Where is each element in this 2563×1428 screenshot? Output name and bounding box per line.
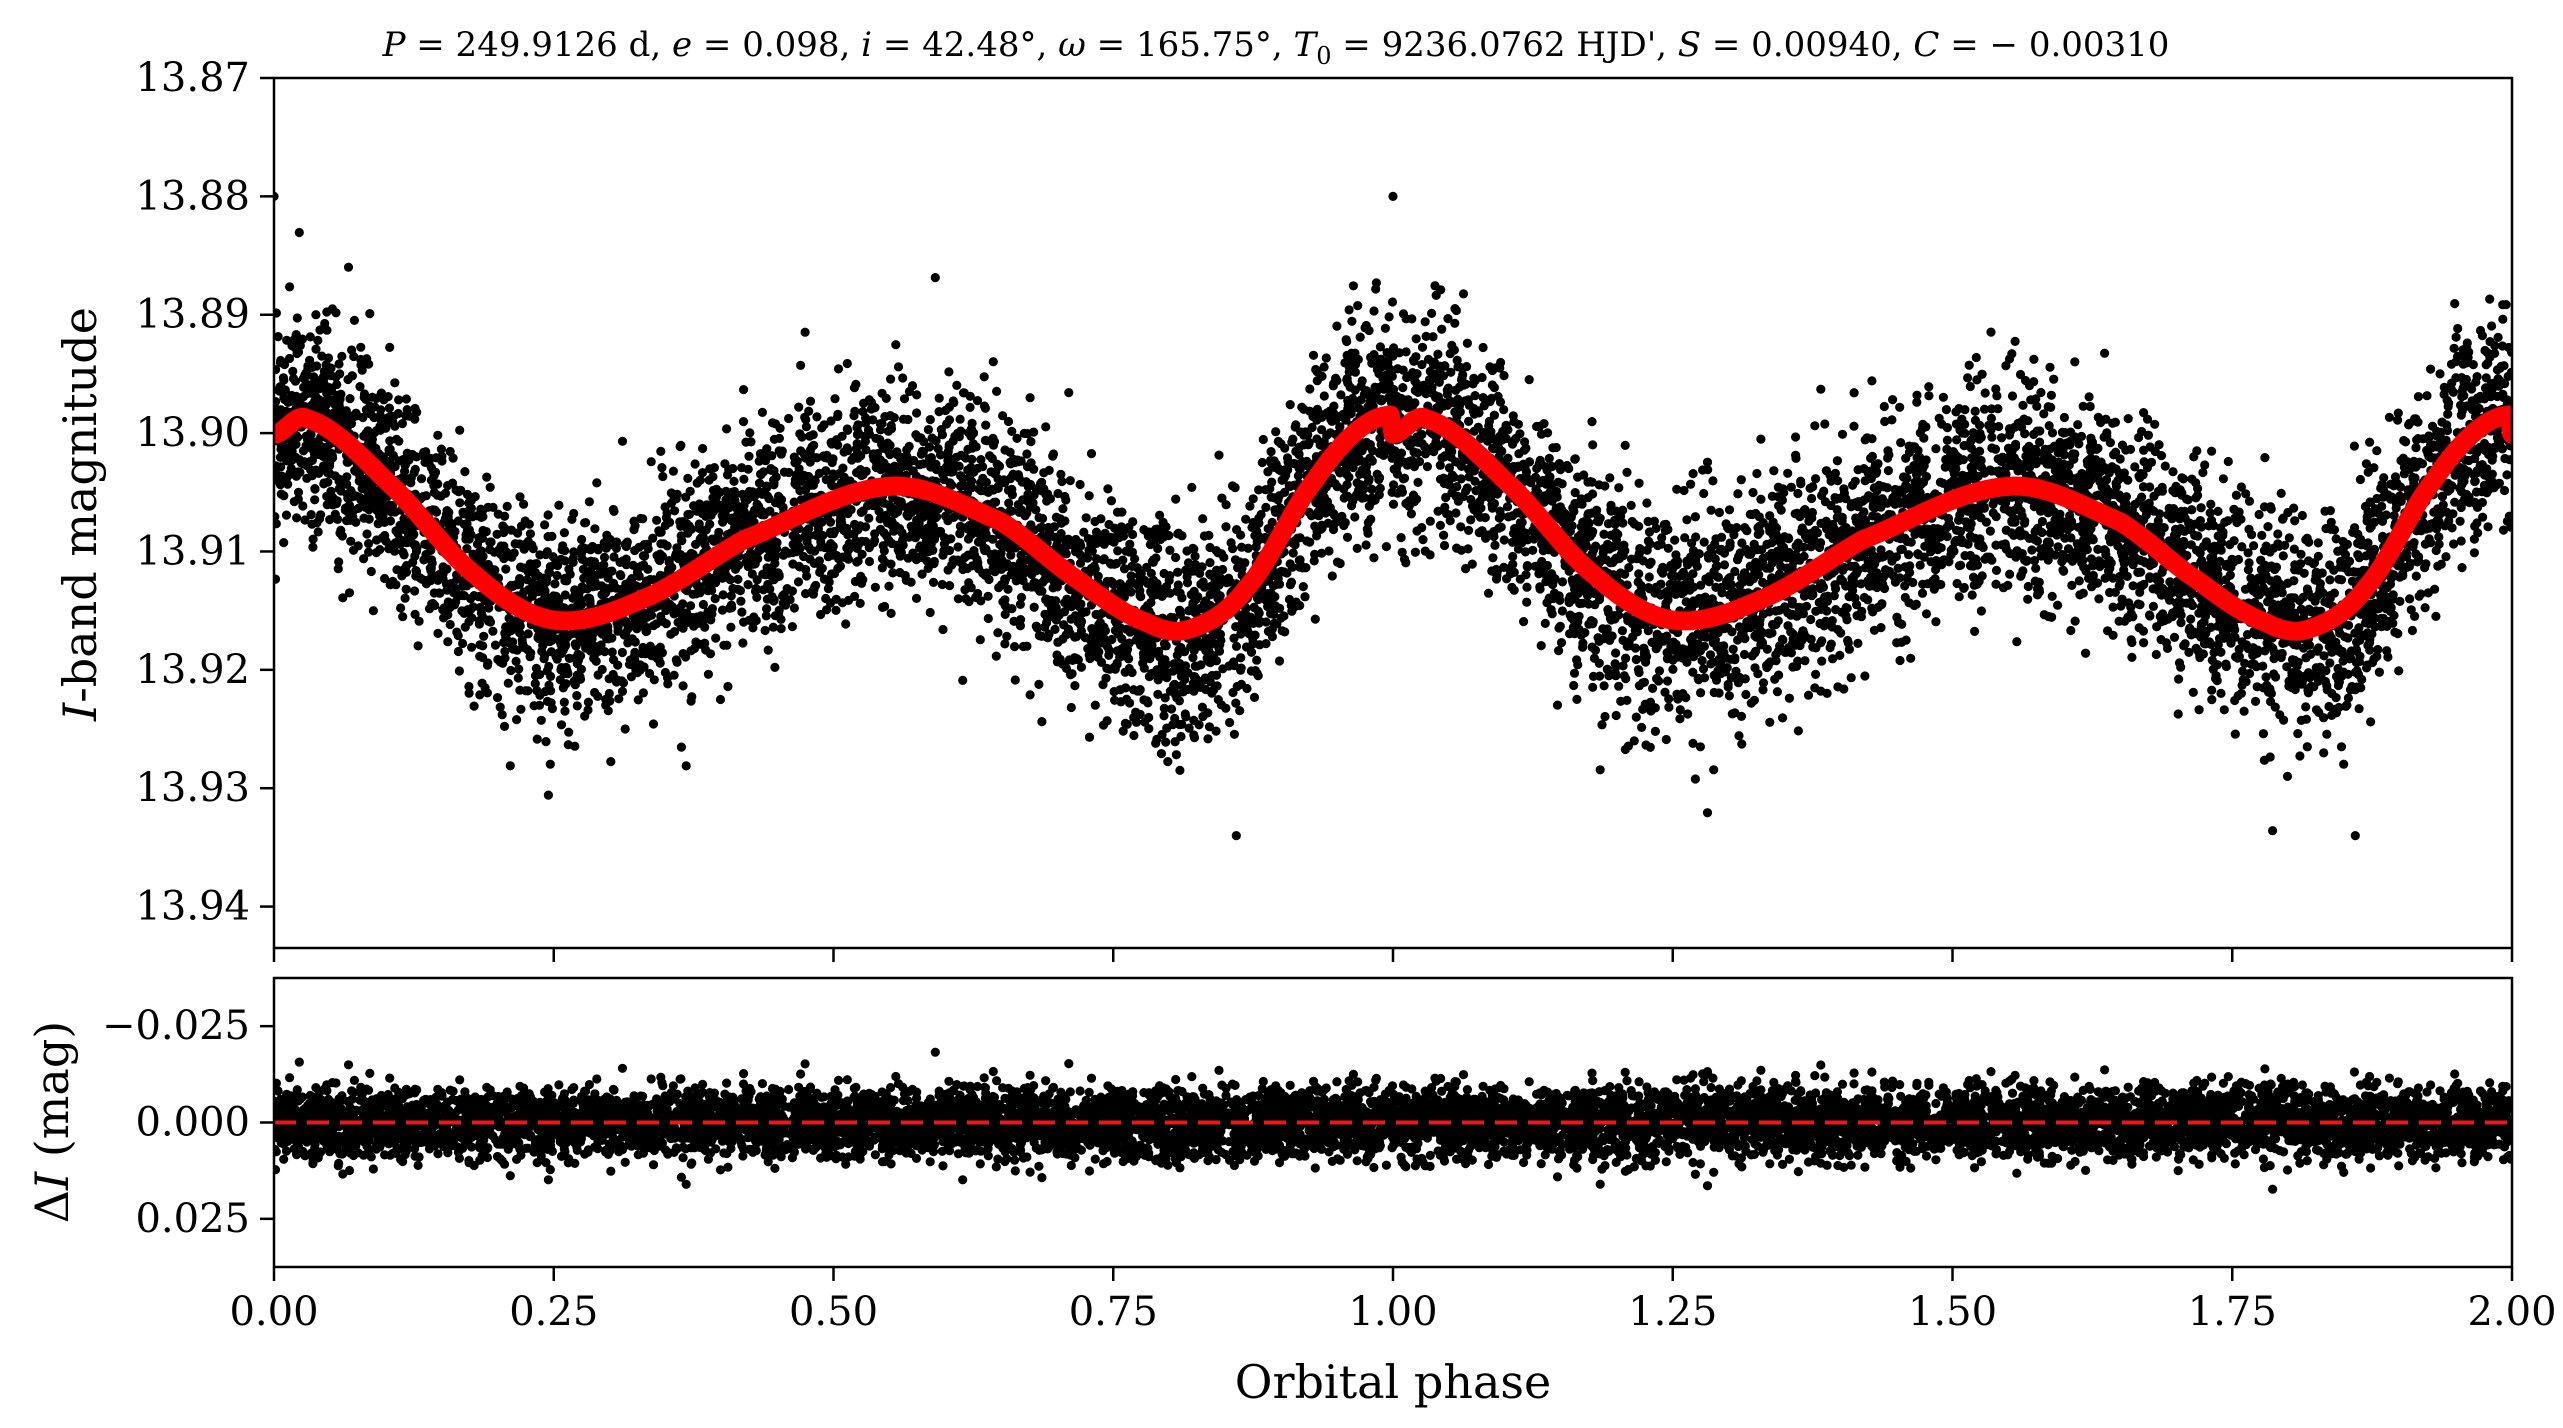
observation-points [269,192,2516,840]
bottom-x-tick-label: 1.75 [2188,1289,2277,1335]
top-y-tick-label: 13.87 [135,55,250,101]
bottom-y-tick-label: −0.025 [102,1003,250,1049]
bottom-x-tick-label: 0.25 [509,1289,598,1335]
top-y-axis-label: I-band magnitude [53,307,107,722]
bottom-x-tick-label: 1.25 [1628,1289,1717,1335]
top-y-tick-label: 13.92 [135,647,250,693]
bottom-y-ticks: −0.025 0.000 0.025 [102,1003,274,1242]
top-y-tick-label: 13.88 [135,173,250,219]
bottom-x-ticks: 0.00 0.25 0.50 0.75 1.00 1.25 1.50 1.75 2.00 [229,1267,2556,1335]
bottom-x-tick-label: 1.50 [1908,1289,1997,1335]
chart-title: P = 249.9126 d, e = 0.098, i = 42.48°, ω… [382,25,2170,70]
observation-point-cloud [269,192,2516,840]
x-axis-label: Orbital phase [1235,1355,1551,1409]
top-y-tick-label: 13.89 [135,292,250,338]
bottom-x-tick-label: 0.00 [229,1289,318,1335]
top-y-tick-label: 13.91 [135,528,250,574]
bottom-y-axis-label: ΔI (mag) [25,1021,79,1223]
bottom-x-tick-label: 2.00 [2467,1289,2556,1335]
bottom-x-tick-label: 0.75 [1069,1289,1158,1335]
bottom-x-tick-label: 1.00 [1348,1289,1437,1335]
bottom-y-tick-label: 0.000 [135,1100,250,1146]
light-curve-panel: 13.87 13.88 13.89 13.90 13.91 13.92 13.93 13.94… [53,55,2516,962]
top-x-ticks [274,948,2512,962]
residuals-panel: −0.025 0.000 0.025 0.00 0.25 0.50 0.75 1.00 1.2… [25,978,2557,1409]
top-y-tick-label: 13.94 [135,884,250,930]
bottom-x-tick-label: 0.50 [789,1289,878,1335]
bottom-y-tick-label: 0.025 [135,1196,250,1242]
top-y-tick-label: 13.90 [135,410,250,456]
top-y-ticks: 13.87 13.88 13.89 13.90 13.91 13.92 13.93 13.94 [135,55,274,930]
top-y-tick-label: 13.93 [135,765,250,811]
